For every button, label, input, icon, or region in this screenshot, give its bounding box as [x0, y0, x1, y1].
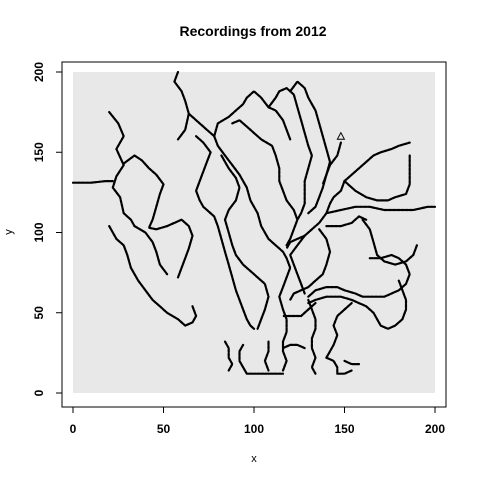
x-tick-label: 0 [70, 422, 77, 436]
y-tick-label: 0 [32, 389, 46, 396]
chart-title: Recordings from 2012 [179, 23, 326, 39]
y-tick-label: 200 [32, 62, 46, 82]
y-tick-label: 50 [32, 306, 46, 320]
recording-region [73, 72, 435, 393]
x-tick-label: 200 [425, 422, 445, 436]
x-axis-label: x [251, 453, 257, 465]
plot-area [62, 62, 446, 407]
x-tick-label: 150 [334, 422, 354, 436]
y-axis-label: y [3, 229, 15, 235]
y-tick-label: 100 [32, 222, 46, 242]
x-tick-label: 50 [157, 422, 171, 436]
x-tick-label: 100 [244, 422, 264, 436]
y-tick-label: 150 [32, 142, 46, 162]
